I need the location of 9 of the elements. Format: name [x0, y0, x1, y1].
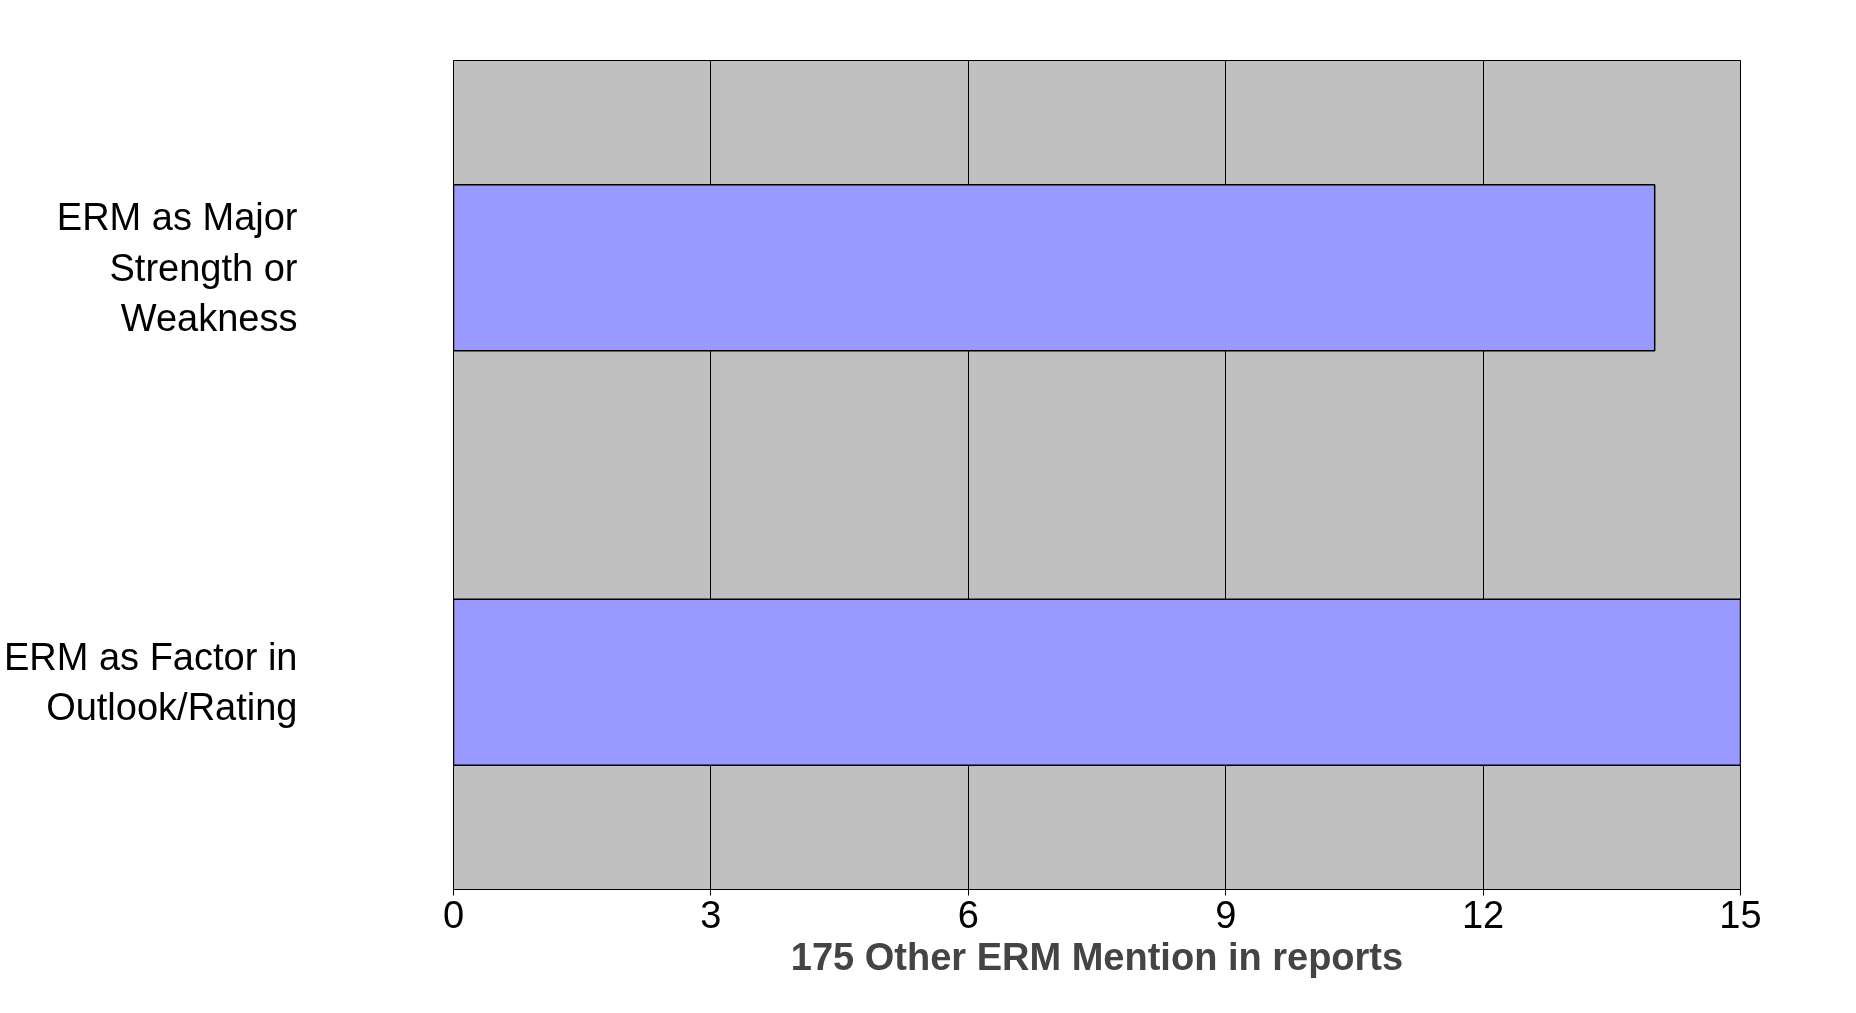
- x-tick-label: 9: [1215, 893, 1237, 936]
- y-tick-label: ERM as Major Strength or Weakness: [56, 196, 298, 340]
- x-axis-title: 175 Other ERM Mention in reports: [790, 935, 1404, 978]
- y-tick-label: ERM as Factor in Outlook/Rating: [3, 636, 298, 729]
- x-tick-label: 15: [1719, 893, 1762, 936]
- x-tick-label: 6: [957, 893, 979, 936]
- x-tick-label: 0: [442, 893, 465, 936]
- x-tick-label: 12: [1461, 893, 1505, 936]
- x-tick-label: 3: [700, 893, 722, 936]
